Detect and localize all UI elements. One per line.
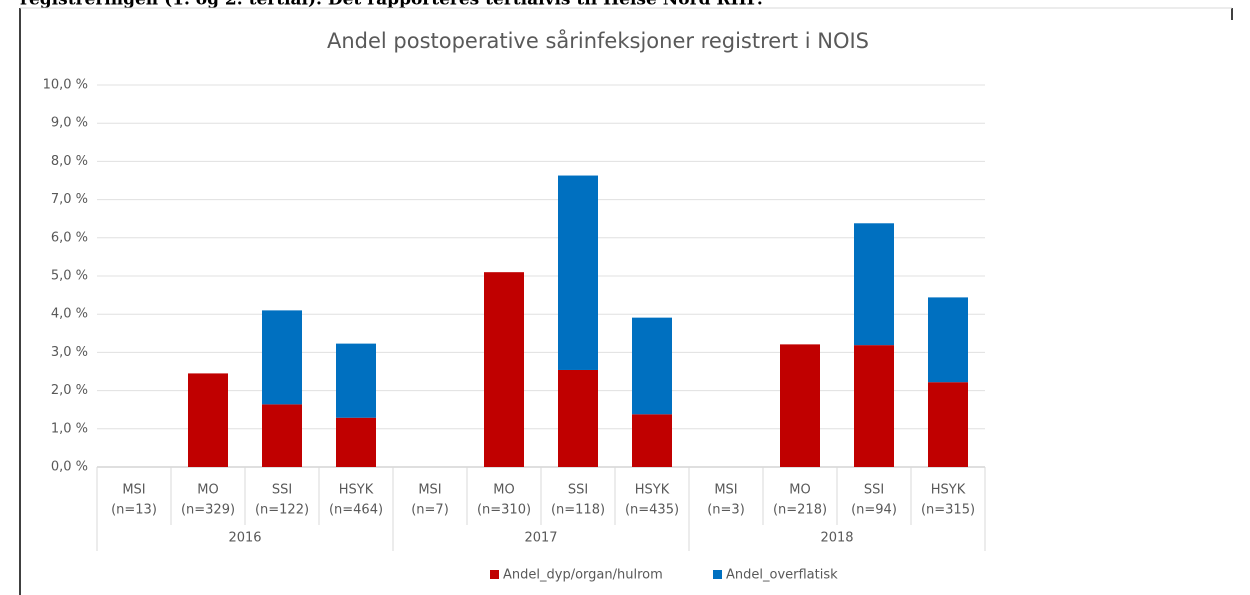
bar-segment — [632, 317, 672, 415]
x-tick-label: MSI — [122, 483, 145, 498]
x-tick-label: (n=122) — [255, 503, 309, 518]
document-text: registreringen (1. og 2. tertial). Det r… — [20, 0, 763, 10]
y-tick-label: 4,0 % — [51, 307, 88, 322]
bar-segment — [188, 373, 228, 467]
x-tick-label: (n=329) — [181, 503, 235, 518]
y-tick-label: 5,0 % — [51, 269, 88, 284]
bar-segment — [484, 272, 524, 467]
x-tick-label: (n=315) — [921, 503, 975, 518]
bar-segment — [558, 369, 598, 467]
bar-segment — [336, 417, 376, 467]
y-tick-label: 0,0 % — [51, 460, 88, 475]
x-tick-label: HSYK — [635, 483, 670, 498]
y-tick-label: 2,0 % — [51, 383, 88, 398]
legend-swatch — [490, 570, 499, 579]
y-tick-label: 1,0 % — [51, 421, 88, 436]
y-tick-label: 10,0 % — [43, 78, 88, 93]
chart-title: Andel postoperative sårinfeksjoner regis… — [327, 28, 869, 53]
x-tick-label: HSYK — [339, 483, 374, 498]
x-tick-label: MO — [493, 483, 514, 498]
x-tick-label: (n=118) — [551, 503, 605, 518]
bar-segment — [336, 343, 376, 418]
x-tick-label: MO — [789, 483, 810, 498]
x-tick-label: MSI — [714, 483, 737, 498]
x-tick-label: SSI — [568, 483, 588, 498]
bar-segment — [854, 345, 894, 467]
legend-swatch — [713, 570, 722, 579]
x-tick-label: SSI — [272, 483, 292, 498]
x-tick-label: (n=3) — [707, 503, 745, 518]
x-tick-label: (n=435) — [625, 503, 679, 518]
x-tick-label: (n=94) — [851, 503, 897, 518]
bar-segment — [780, 344, 820, 467]
y-tick-label: 9,0 % — [51, 116, 88, 131]
group-label: 2017 — [524, 531, 557, 546]
y-tick-label: 7,0 % — [51, 192, 88, 207]
y-tick-label: 6,0 % — [51, 230, 88, 245]
x-tick-label: HSYK — [931, 483, 966, 498]
x-tick-label: (n=310) — [477, 503, 531, 518]
legend-label: Andel_overflatisk — [726, 568, 838, 583]
x-tick-label: (n=464) — [329, 503, 383, 518]
bar-segment — [632, 414, 672, 467]
x-tick-label: (n=7) — [411, 503, 449, 518]
x-tick-label: MSI — [418, 483, 441, 498]
y-tick-label: 3,0 % — [51, 345, 88, 360]
bar-segment — [262, 404, 302, 467]
legend-label: Andel_dyp/organ/hulrom — [503, 568, 663, 583]
y-tick-label: 8,0 % — [51, 154, 88, 169]
bar-segment — [928, 382, 968, 467]
bar-segment — [854, 223, 894, 346]
x-tick-label: (n=13) — [111, 503, 157, 518]
bar-segment — [262, 310, 302, 405]
group-label: 2018 — [820, 531, 853, 546]
bar-segment — [558, 175, 598, 370]
x-tick-label: MO — [197, 483, 218, 498]
x-tick-label: (n=218) — [773, 503, 827, 518]
bar-segment — [928, 297, 968, 383]
x-tick-label: SSI — [864, 483, 884, 498]
group-label: 2016 — [228, 531, 261, 546]
